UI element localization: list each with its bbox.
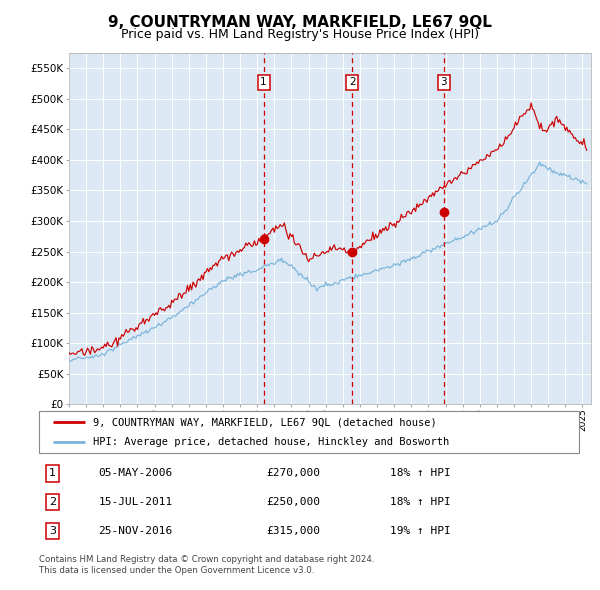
Text: 2: 2	[49, 497, 56, 507]
Text: 19% ↑ HPI: 19% ↑ HPI	[390, 526, 451, 536]
FancyBboxPatch shape	[39, 411, 579, 453]
Text: 1: 1	[49, 468, 56, 478]
Text: 9, COUNTRYMAN WAY, MARKFIELD, LE67 9QL (detached house): 9, COUNTRYMAN WAY, MARKFIELD, LE67 9QL (…	[93, 417, 437, 427]
Text: 25-NOV-2016: 25-NOV-2016	[98, 526, 173, 536]
Text: 2: 2	[349, 77, 355, 87]
Text: 18% ↑ HPI: 18% ↑ HPI	[390, 468, 451, 478]
Text: 3: 3	[49, 526, 56, 536]
Text: Price paid vs. HM Land Registry's House Price Index (HPI): Price paid vs. HM Land Registry's House …	[121, 28, 479, 41]
Text: 1: 1	[260, 77, 267, 87]
Text: 15-JUL-2011: 15-JUL-2011	[98, 497, 173, 507]
Text: 3: 3	[440, 77, 447, 87]
Text: £270,000: £270,000	[266, 468, 320, 478]
Text: £315,000: £315,000	[266, 526, 320, 536]
Text: HPI: Average price, detached house, Hinckley and Bosworth: HPI: Average price, detached house, Hinc…	[93, 437, 449, 447]
Text: £250,000: £250,000	[266, 497, 320, 507]
Text: Contains HM Land Registry data © Crown copyright and database right 2024.: Contains HM Land Registry data © Crown c…	[39, 555, 374, 563]
Text: 9, COUNTRYMAN WAY, MARKFIELD, LE67 9QL: 9, COUNTRYMAN WAY, MARKFIELD, LE67 9QL	[108, 15, 492, 30]
Text: This data is licensed under the Open Government Licence v3.0.: This data is licensed under the Open Gov…	[39, 566, 314, 575]
Text: 18% ↑ HPI: 18% ↑ HPI	[390, 497, 451, 507]
Text: 05-MAY-2006: 05-MAY-2006	[98, 468, 173, 478]
